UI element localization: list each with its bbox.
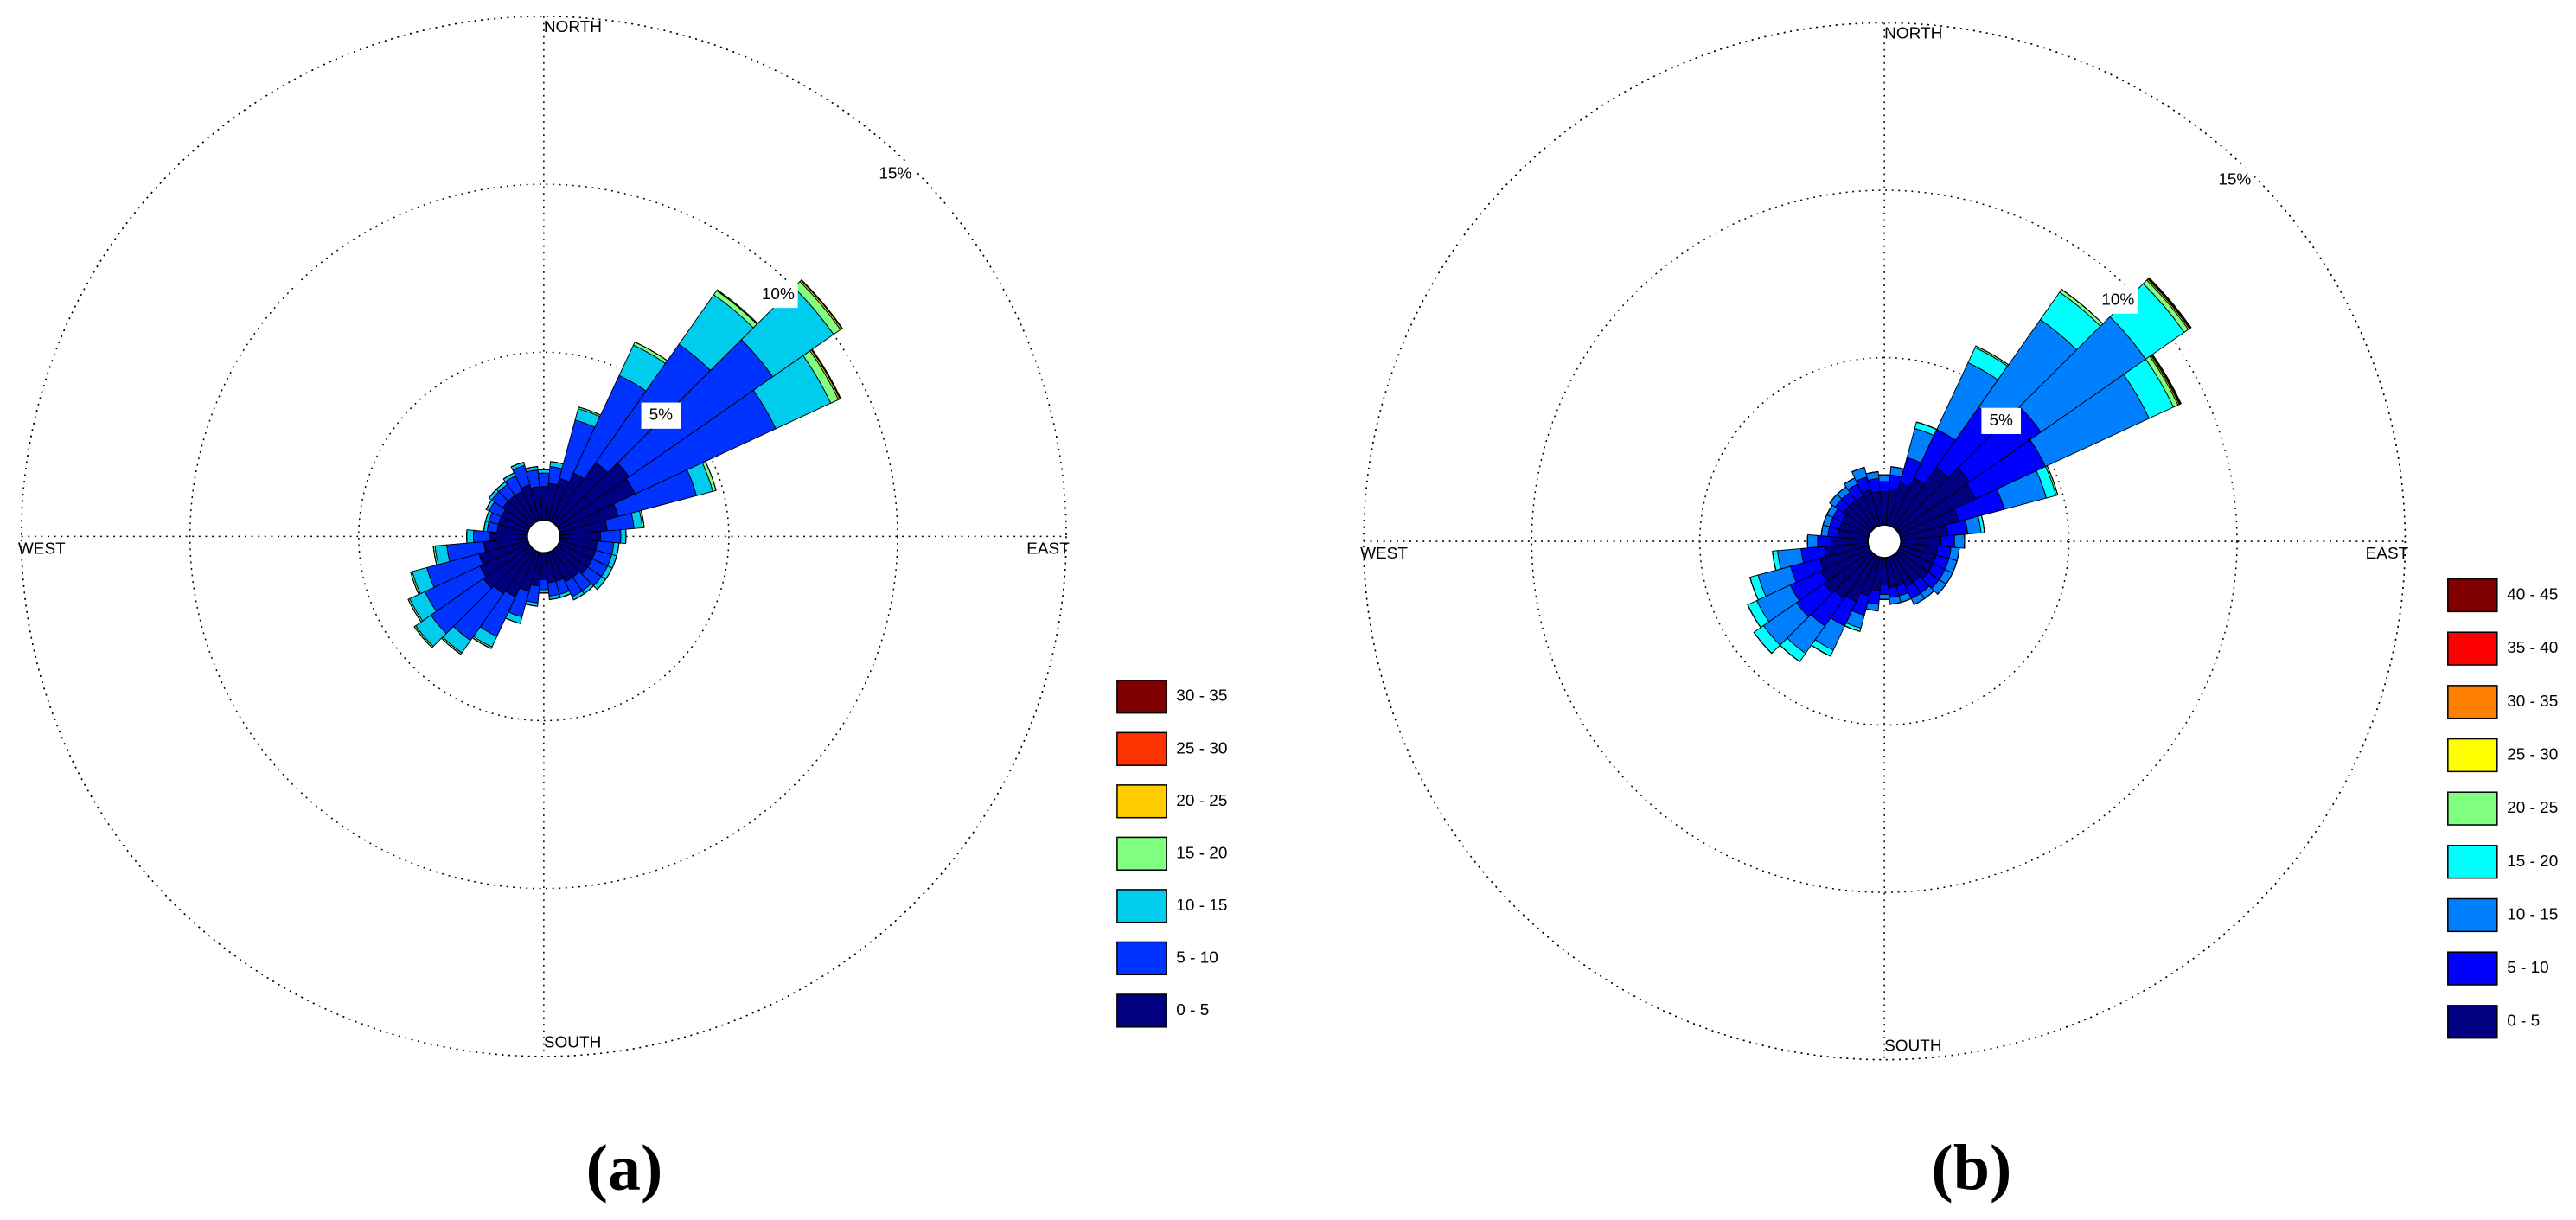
panel-label: (b) xyxy=(1931,1132,2011,1204)
r-tick-label: 5% xyxy=(1989,412,2013,430)
wind-sector xyxy=(538,589,550,594)
wind-sector xyxy=(640,510,645,528)
compass-label: NORTH xyxy=(1884,25,1942,43)
legend-swatch xyxy=(1116,889,1167,923)
wind-sector xyxy=(1889,602,1902,605)
wind-sector xyxy=(1747,604,1761,628)
grid-ring xyxy=(20,16,1067,1057)
wind-sector xyxy=(1877,474,1891,482)
legend-swatch xyxy=(1116,941,1167,976)
wind-sector xyxy=(1879,584,1890,596)
legend-label: 20 - 25 xyxy=(1176,792,1227,810)
legend-swatch xyxy=(1116,680,1167,714)
wind-sector xyxy=(466,529,475,544)
legend-swatch xyxy=(2447,951,2498,986)
wind-sector xyxy=(538,578,549,591)
wind-sector xyxy=(413,626,432,648)
legend-label: 30 - 35 xyxy=(2507,693,2558,711)
legend-label: 25 - 30 xyxy=(1176,739,1227,757)
grid-ring xyxy=(1531,189,2238,893)
tick-label-bg xyxy=(2215,167,2255,194)
legend-swatch xyxy=(1116,993,1167,1028)
legend-label: 20 - 25 xyxy=(2507,799,2558,817)
wind-sector xyxy=(1817,534,1832,548)
r-tick-label: 15% xyxy=(879,164,911,182)
compass-label: WEST xyxy=(1360,545,1408,563)
wind-sector xyxy=(1753,632,1773,655)
tick-label-bg xyxy=(641,402,681,429)
legend-label: 30 - 35 xyxy=(1176,687,1227,706)
wind-sector xyxy=(573,593,585,601)
legend-label: 35 - 40 xyxy=(2507,639,2558,657)
legend-swatch xyxy=(2447,631,2498,666)
wind-sector xyxy=(1806,533,1819,549)
grid-ring xyxy=(189,183,898,890)
legend-swatch xyxy=(2447,685,2498,719)
wind-sector xyxy=(549,597,561,600)
wind-sector xyxy=(525,466,538,469)
compass-label: SOUTH xyxy=(1884,1038,1941,1056)
wind-sector xyxy=(599,529,622,544)
legend-label: 5 - 10 xyxy=(2507,959,2549,977)
wind-sector xyxy=(537,472,550,488)
compass-label: NORTH xyxy=(544,18,602,36)
legend-label: 15 - 20 xyxy=(1176,844,1227,862)
wind-sector xyxy=(537,469,551,474)
tick-label-bg xyxy=(2098,287,2138,314)
panel-label: (a) xyxy=(586,1132,663,1204)
legend-swatch xyxy=(1116,836,1167,871)
r-tick-label: 5% xyxy=(649,406,674,425)
legend-label: 10 - 15 xyxy=(2507,905,2558,923)
legend-label: 0 - 5 xyxy=(2507,1012,2540,1031)
legend-label: 15 - 20 xyxy=(2507,853,2558,871)
wind-sector xyxy=(2151,354,2182,405)
legend-label: 5 - 10 xyxy=(1176,949,1218,967)
legend-label: 10 - 15 xyxy=(1176,897,1227,915)
legend-swatch xyxy=(2447,578,2498,613)
wind-sector xyxy=(1980,514,1985,533)
legend-swatch xyxy=(2447,738,2498,773)
legend-label: 40 - 45 xyxy=(2507,586,2558,604)
legend-swatch xyxy=(1116,731,1167,766)
wind-sector xyxy=(1878,593,1890,600)
center-hole xyxy=(1867,524,1902,559)
tick-label-bg xyxy=(875,161,916,188)
compass-label: WEST xyxy=(18,540,66,559)
grid-ring xyxy=(358,351,730,722)
wind-sector xyxy=(1878,481,1890,493)
legend-label: 0 - 5 xyxy=(1176,1001,1209,1019)
wind-sector xyxy=(1866,471,1879,475)
wind-sector xyxy=(1940,534,1955,548)
wind-sector xyxy=(2148,277,2192,329)
wind-sector xyxy=(1914,597,1926,605)
wind-sector xyxy=(801,279,843,329)
r-tick-label: 15% xyxy=(2218,170,2251,188)
legend-swatch xyxy=(2447,791,2498,826)
wind-sector xyxy=(1953,533,1966,549)
legend-swatch xyxy=(2447,897,2498,933)
legend-swatch xyxy=(1116,784,1167,819)
wind-sector xyxy=(1937,584,1946,595)
tick-label-bg xyxy=(758,281,798,309)
legend-swatch xyxy=(2447,1005,2498,1039)
compass-label: EAST xyxy=(2366,545,2409,563)
grid-ring xyxy=(1363,22,2407,1061)
tick-label-bg xyxy=(1981,407,2022,434)
center-hole xyxy=(527,519,561,554)
legend-label: 25 - 30 xyxy=(2507,745,2558,763)
r-tick-label: 10% xyxy=(2101,291,2134,310)
legend-swatch xyxy=(2447,845,2498,879)
wind-sector xyxy=(472,529,491,543)
compass-label: SOUTH xyxy=(544,1034,601,1052)
r-tick-label: 10% xyxy=(762,285,795,303)
compass-label: EAST xyxy=(1026,540,1070,559)
wind-sector xyxy=(620,528,627,545)
wind-sector xyxy=(597,578,606,591)
wind-sector xyxy=(811,348,842,399)
